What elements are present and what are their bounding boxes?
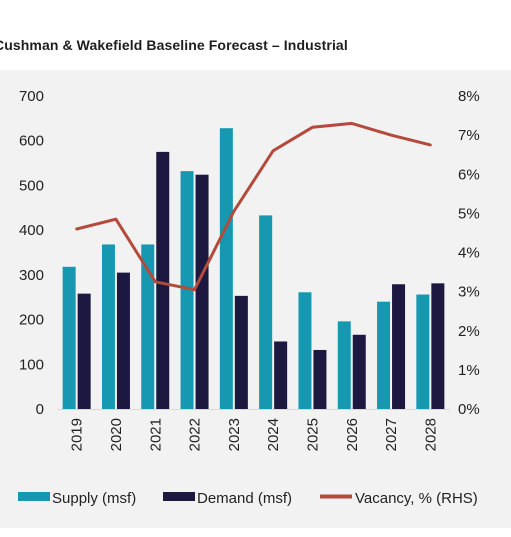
demand-bar	[156, 151, 170, 409]
demand-bar	[195, 174, 209, 409]
right-axis-tick-label: 3%	[458, 284, 480, 301]
demand-bar	[313, 349, 327, 409]
right-axis-tick-label: 8%	[458, 88, 480, 105]
x-axis-tick-label: 2023	[226, 418, 243, 451]
x-axis-tick-label: 2021	[147, 418, 164, 451]
demand-bar	[234, 295, 248, 409]
legend-label-demand: Demand (msf)	[197, 490, 292, 507]
left-axis-tick-label: 100	[19, 356, 44, 373]
demand-bar	[77, 293, 91, 409]
x-axis-tick-label: 2025	[304, 418, 321, 451]
x-axis-tick-label: 2022	[187, 418, 204, 451]
legend: Supply (msf) Demand (msf) Vacancy, % (RHS)	[18, 490, 478, 507]
left-axis-tick-label: 0	[36, 401, 44, 418]
right-axis-tick-label: 5%	[458, 205, 480, 222]
left-axis-tick-label: 600	[19, 133, 44, 150]
right-axis-tick-label: 2%	[458, 323, 480, 340]
supply-bar	[416, 294, 430, 409]
right-axis-tick-label: 1%	[458, 362, 480, 379]
left-axis-tick-label: 200	[19, 312, 44, 329]
chart-title-container: Cushman & Wakefield Baseline Forecast – …	[0, 37, 511, 57]
demand-bar	[392, 284, 406, 409]
left-axis-tick-label: 500	[19, 177, 44, 194]
right-axis-tick-label: 6%	[458, 166, 480, 183]
supply-bar	[141, 244, 155, 409]
x-axis-tick-label: 2026	[344, 418, 361, 451]
legend-label-supply: Supply (msf)	[52, 490, 136, 507]
supply-bar	[377, 301, 391, 409]
vacancy-line	[75, 121, 432, 292]
x-axis-tick-label: 2027	[383, 418, 400, 451]
legend-swatch-supply	[18, 492, 50, 501]
supply-bar	[298, 292, 312, 409]
supply-bar	[219, 128, 233, 410]
right-axis-tick-label: 0%	[458, 401, 480, 418]
right-axis-tick-label: 7%	[458, 127, 480, 144]
left-axis-tick-label: 400	[19, 222, 44, 239]
chart-title: Cushman & Wakefield Baseline Forecast – …	[0, 37, 348, 53]
left-axis-tick-label: 700	[19, 88, 44, 105]
legend-label-vacancy: Vacancy, % (RHS)	[355, 490, 478, 507]
supply-bar	[337, 321, 351, 409]
supply-bar	[101, 244, 115, 409]
legend-swatch-demand	[163, 492, 195, 501]
supply-bar	[62, 266, 76, 409]
x-axis-tick-label: 2028	[422, 418, 439, 451]
x-axis-tick-label: 2020	[108, 418, 125, 451]
demand-bar	[116, 272, 130, 409]
x-axis-tick-label: 2019	[69, 418, 86, 451]
x-axis-tick-label: 2024	[265, 418, 282, 451]
right-axis-tick-label: 4%	[458, 245, 480, 262]
demand-bar	[431, 283, 445, 409]
left-axis-tick-label: 300	[19, 267, 44, 284]
demand-bar	[352, 334, 366, 409]
supply-bar	[259, 215, 273, 409]
demand-bar	[274, 341, 288, 409]
supply-bar	[180, 171, 194, 409]
